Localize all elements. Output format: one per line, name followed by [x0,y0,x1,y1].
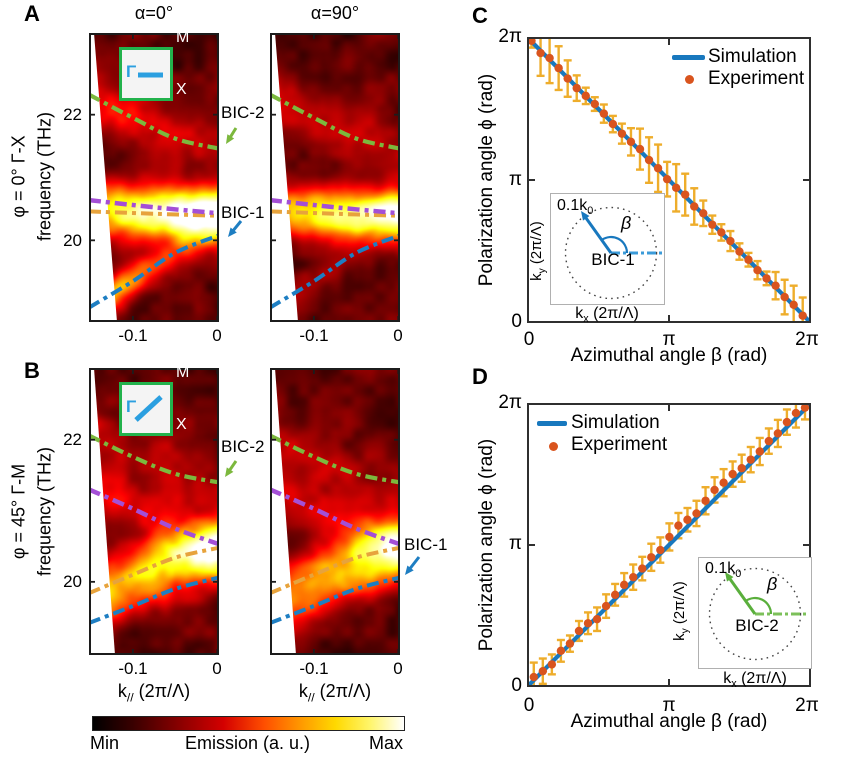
row-label-phi45: φ = 45° Γ-M [8,463,29,560]
c-ytick-0: 0 [511,311,522,332]
frequency-axis-label-b: frequency (THz) [34,446,55,577]
alpha90-title: α=90° [310,3,360,23]
d-inset-beta-label: β [767,574,778,594]
c-xtick-2pi: 2π [795,329,819,350]
a1-xtick-0: 0 [212,326,222,345]
x-point-label-b: X [176,416,187,433]
d-inset-radius-label: 0.1k0 [705,560,742,581]
gamma-point-label: Γ [126,62,137,81]
c-ytick-pi: π [508,169,522,190]
d-legend-experiment-swatch [549,442,558,451]
b1-xtick-0: 0 [212,659,222,678]
x-point-label-a: X [176,81,187,98]
k-base: k [298,681,308,701]
d-xtick-pi: π [662,695,676,716]
heatmap-a-alpha0 [89,33,219,322]
panel-c-plot [527,37,811,323]
colorbar-min-label: Min [90,733,120,753]
k-unit: (2π/Λ) [314,681,372,701]
colorbar-max-label: Max [368,733,403,753]
d-kspace-inset: 0.1k0 β BIC-2 [698,557,812,669]
c-inset-bic1-label: BIC-1 [591,250,635,269]
k-sub: // [307,690,315,705]
k-base: k [117,681,127,701]
d-inset-kx-label: kx (2π/Λ) [723,670,787,691]
k-sub: // [126,690,134,705]
a1-xtick-neg01: -0.1 [118,326,148,345]
a-bic1-annotation: BIC-1 [221,203,265,222]
c-legend-experiment-label: Experiment [708,68,805,89]
alpha0-title: α=0° [134,3,174,23]
b-bic2-annotation: BIC-2 [221,437,265,456]
c-inset-beta-label: β [621,213,632,233]
panel-a-label: A [24,1,40,26]
emission-colorbar [92,716,405,731]
m-point-label-b: M [176,364,190,381]
colorbar-title: Emission (a. u.) [184,733,311,753]
gamma-x-direction-icon [138,72,163,78]
b-ytick-22: 22 [63,430,82,449]
d-inset-ky-label: ky (2π/Λ) [671,581,691,641]
panel-d-plot [527,403,811,687]
b1-xtick-neg01: -0.1 [118,659,148,678]
row-label-phi0: φ = 0° Γ-X [8,135,29,218]
c-inset-radius-label: 0.1k0 [557,197,594,218]
b2-xtick-0: 0 [393,659,403,678]
a-bic2-annotation: BIC-2 [221,103,265,122]
m-point-label-a: M [176,29,190,46]
c-legend-simulation-label: Simulation [708,46,797,67]
d-ytick-pi: π [508,533,522,554]
panel-c-label: C [472,3,488,28]
a2-xtick-0: 0 [393,326,403,345]
c-x-axis-label: Azimuthal angle β (rad) [570,345,768,366]
d-inset-bic2-label: BIC-2 [735,616,779,635]
d-x-axis-label: Azimuthal angle β (rad) [570,711,768,732]
heatmap-b-alpha90 [270,368,400,655]
b-brillouin-inset: Γ [119,382,173,436]
d-kspace-inset-drawing [708,567,808,661]
panel-b-label: B [24,358,40,383]
c-kspace-inset: 0.1k0 β BIC-1 [550,193,665,305]
c-xtick-pi: π [662,329,676,350]
c-legend-experiment-swatch [685,75,694,84]
kpar-axis-label-b1: k// (2π/Λ) [84,681,224,705]
d-legend-experiment-label: Experiment [571,434,668,455]
a-ytick-20: 20 [63,231,82,250]
d-ytick-0: 0 [511,675,522,696]
d-ytick-2pi: 2π [498,392,522,413]
a-brillouin-inset: Γ [119,47,173,101]
panel-d-label: D [472,364,488,389]
kpar-axis-label-b2: k// (2π/Λ) [265,681,405,705]
gamma-point-label: Γ [126,397,137,416]
a-ytick-22: 22 [63,105,82,124]
gamma-m-direction-icon [134,395,163,422]
c-ytick-2pi: 2π [498,26,522,47]
c-y-axis-label: Polarization angle ϕ (rad) [476,73,497,287]
d-legend-simulation-swatch [537,421,567,426]
d-xtick-2pi: 2π [795,695,819,716]
k-unit: (2π/Λ) [133,681,191,701]
d-xtick-0: 0 [523,695,535,716]
c-inset-kx-label: kx (2π/Λ) [575,305,639,326]
d-legend-simulation-label: Simulation [571,412,660,433]
a2-xtick-neg01: -0.1 [299,326,329,345]
b2-xtick-neg01: -0.1 [299,659,329,678]
heatmap-a-alpha90 [270,33,400,322]
c-legend-simulation-swatch [672,55,705,60]
c-kspace-inset-drawing [564,206,664,300]
c-inset-ky-label: ky (2π/Λ) [528,221,548,281]
b-ytick-20: 20 [63,572,82,591]
b-bic1-annotation: BIC-1 [404,535,448,554]
c-xtick-0: 0 [523,329,535,350]
d-y-axis-label: Polarization angle ϕ (rad) [476,438,497,652]
